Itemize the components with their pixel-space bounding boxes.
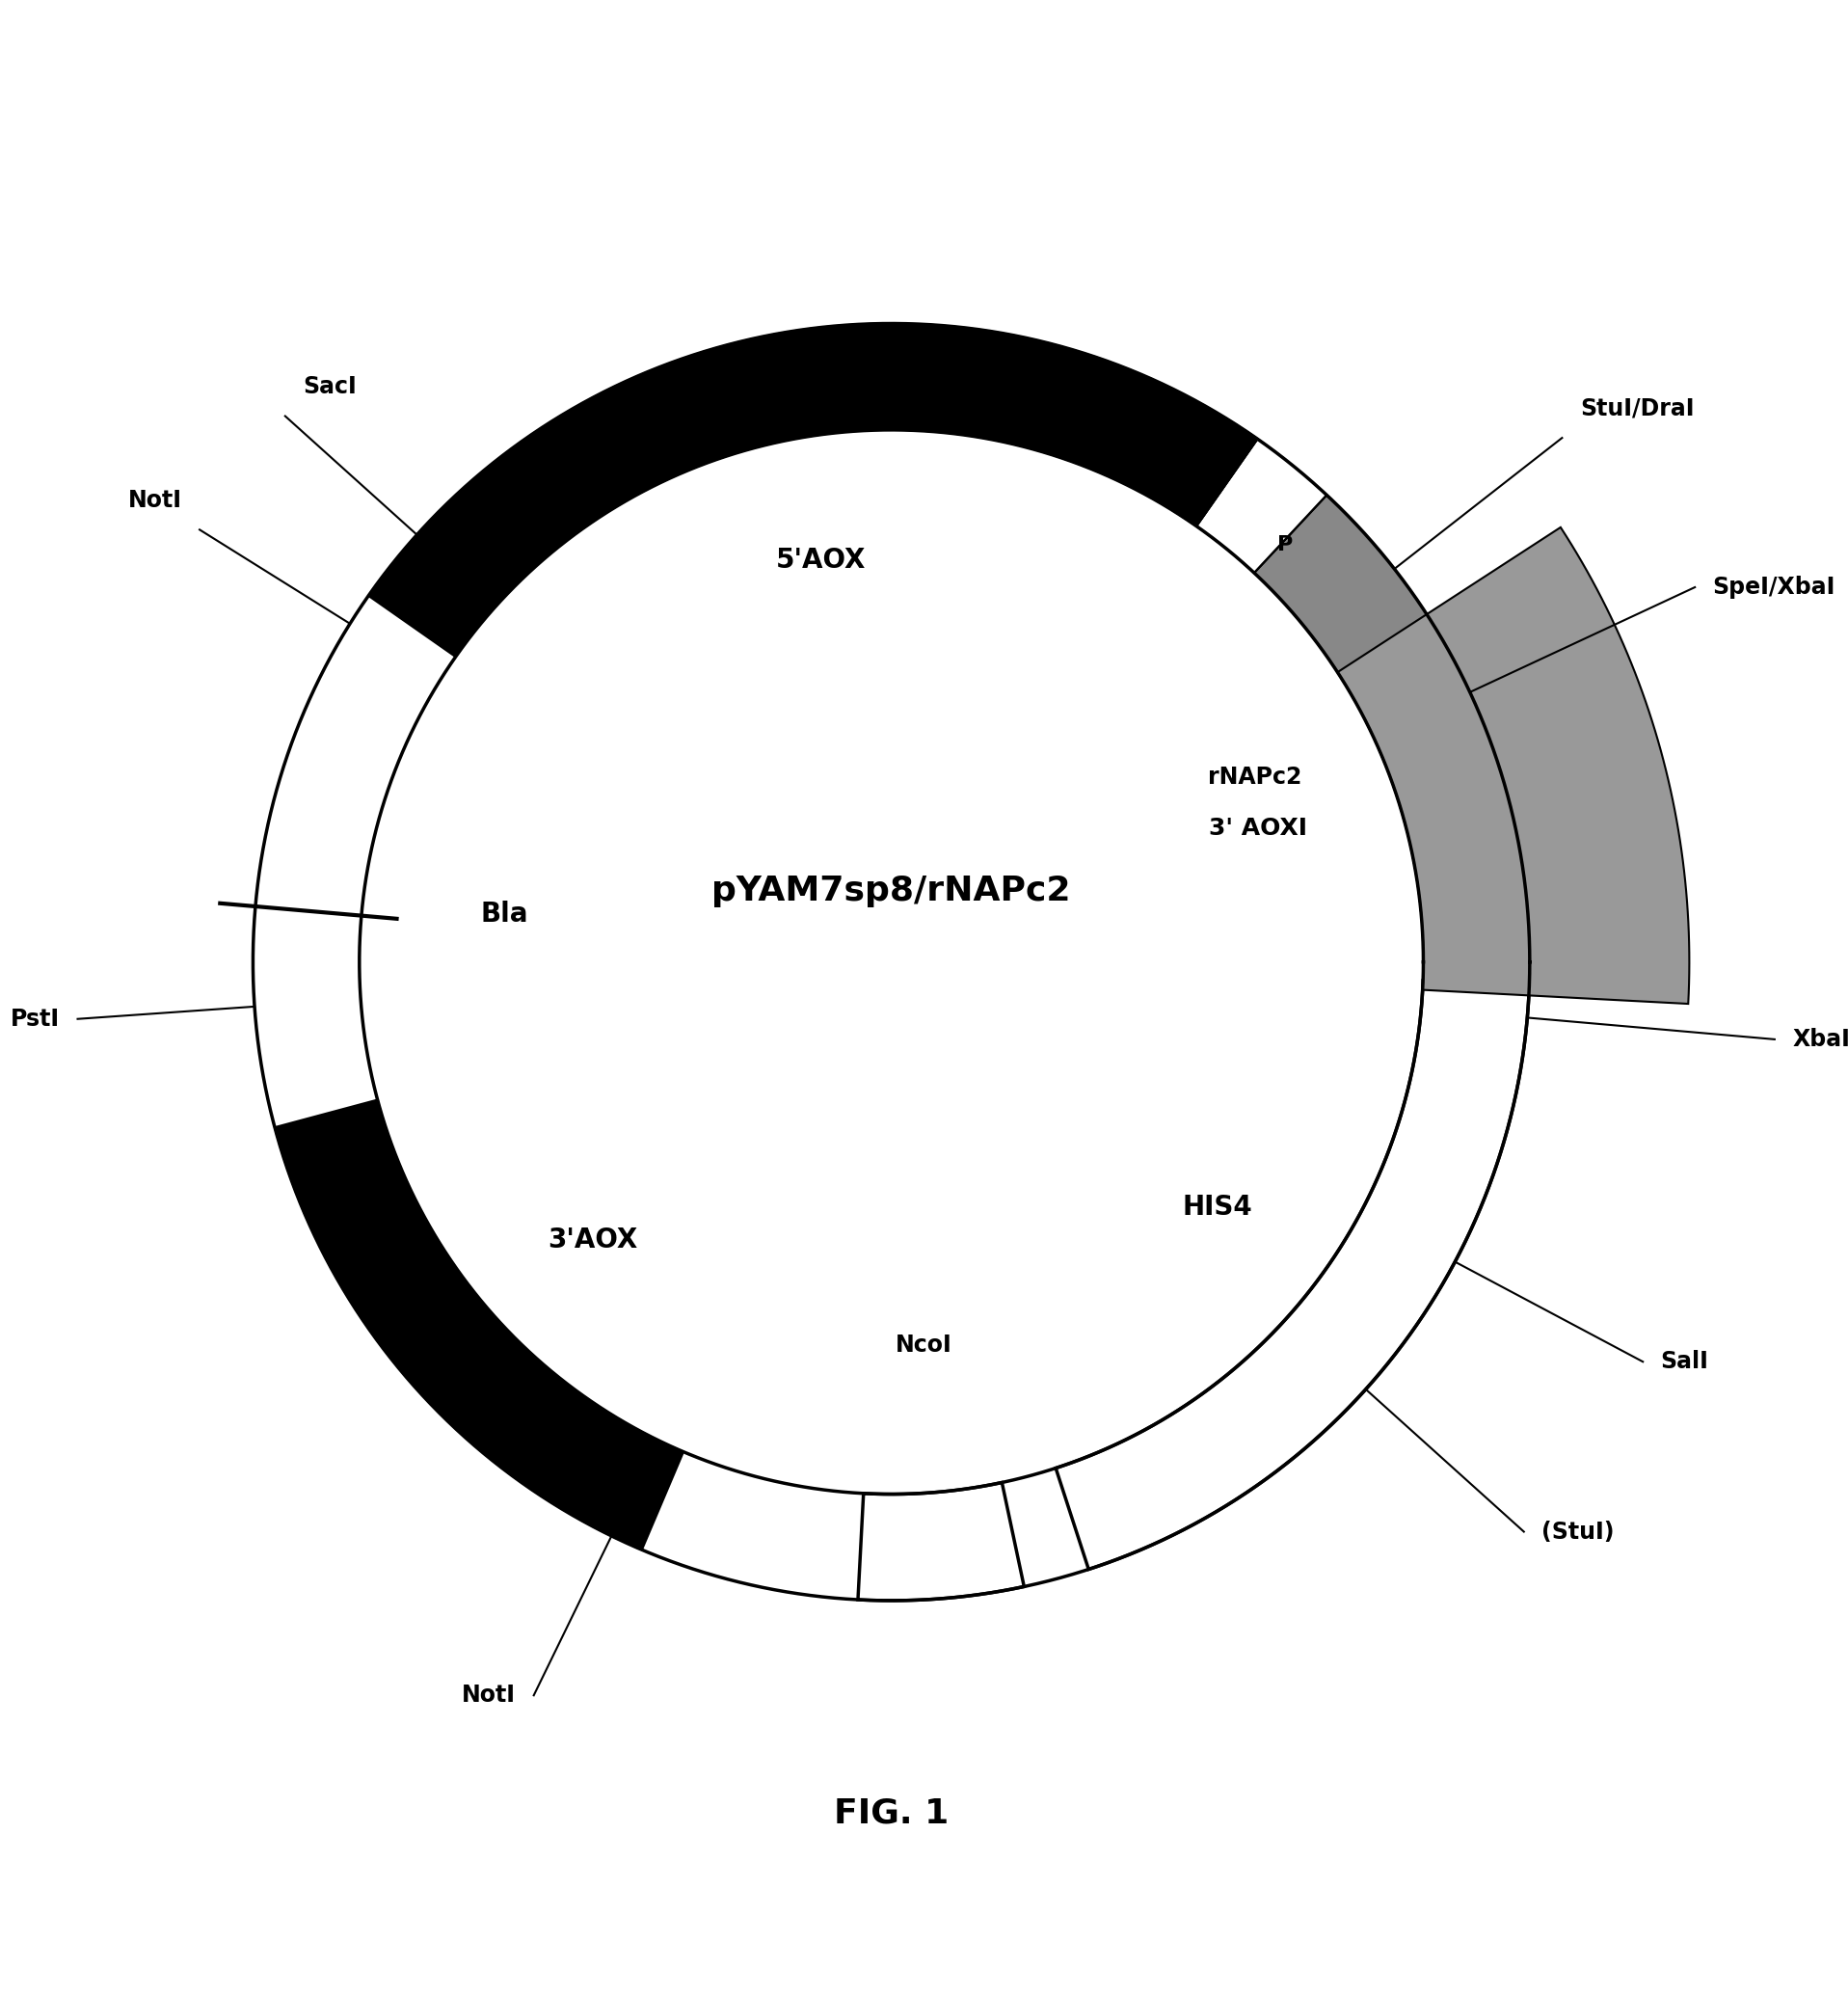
Text: 3' AOXI: 3' AOXI: [1209, 818, 1307, 840]
Polygon shape: [1255, 495, 1526, 916]
Text: NcoI: NcoI: [896, 1333, 952, 1357]
Polygon shape: [1196, 439, 1327, 573]
Text: FIG. 1: FIG. 1: [833, 1797, 948, 1829]
Text: NotI: NotI: [128, 489, 181, 513]
Text: SpeI/XbaI: SpeI/XbaI: [1713, 577, 1835, 598]
Text: P: P: [1277, 535, 1294, 555]
Polygon shape: [1173, 421, 1257, 527]
Polygon shape: [1055, 982, 1530, 1570]
Text: S: S: [1225, 433, 1242, 453]
Polygon shape: [275, 1099, 684, 1550]
Text: 3'AOX: 3'AOX: [549, 1227, 638, 1253]
Text: SalI: SalI: [1661, 1351, 1709, 1373]
Polygon shape: [1338, 527, 1689, 1003]
Polygon shape: [1373, 692, 1526, 916]
Text: StuI/DraI: StuI/DraI: [1580, 397, 1695, 421]
Text: PstI: PstI: [11, 1007, 59, 1031]
Text: (StuI): (StuI): [1541, 1520, 1615, 1544]
Text: 5'AOX: 5'AOX: [776, 547, 865, 575]
Polygon shape: [857, 1482, 1024, 1600]
Text: XbaI: XbaI: [1793, 1027, 1848, 1051]
Polygon shape: [368, 323, 1301, 656]
Text: HIS4: HIS4: [1183, 1195, 1253, 1221]
Text: NotI: NotI: [462, 1684, 516, 1708]
Text: rNAPc2: rNAPc2: [1209, 766, 1301, 788]
Text: pYAM7sp8/rNAPc2: pYAM7sp8/rNAPc2: [711, 874, 1070, 908]
Text: Bla: Bla: [480, 902, 529, 928]
Text: SacI: SacI: [303, 375, 357, 399]
